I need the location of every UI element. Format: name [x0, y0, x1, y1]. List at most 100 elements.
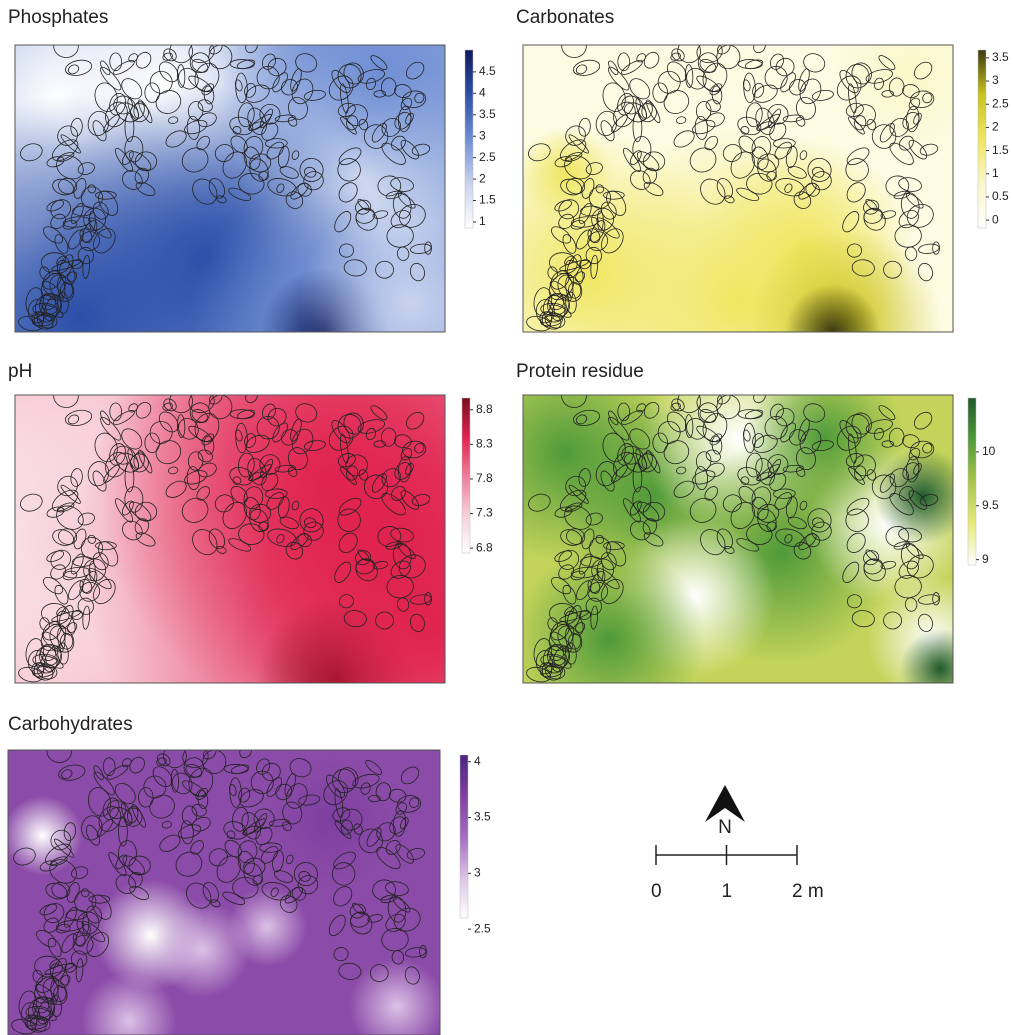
stone-outline	[53, 838, 75, 858]
stone-outline	[88, 210, 96, 231]
stone-outline	[208, 848, 228, 867]
stone-outline	[885, 526, 910, 547]
stone-outline	[402, 440, 427, 459]
stone-outline	[261, 403, 276, 420]
stone-outline	[64, 59, 93, 76]
stone-outline	[774, 141, 793, 160]
map-frame	[14, 394, 446, 684]
stone-outline	[128, 403, 138, 413]
stone-outline	[697, 52, 719, 74]
stone-outline	[641, 101, 653, 119]
stone-outline	[272, 72, 288, 93]
stone-outline	[245, 45, 258, 54]
stone-outline	[799, 150, 808, 160]
stone-outline	[918, 243, 940, 254]
stone-outline	[396, 597, 410, 612]
stone-outline	[279, 516, 299, 530]
stone-outline	[812, 166, 825, 178]
stone-outline	[287, 96, 308, 120]
stone-outline	[764, 65, 788, 90]
scale-bar: 0 1 2 m	[651, 845, 824, 902]
stone-outline	[846, 182, 866, 203]
stone-outline	[72, 931, 86, 947]
stone-outline	[807, 508, 832, 533]
stone-outline	[94, 432, 118, 463]
stone-outline	[767, 104, 789, 125]
stone-outline	[64, 409, 93, 426]
stone-outline	[878, 55, 896, 71]
colorbar-tick-label: 2.5	[992, 96, 1009, 110]
stone-outline	[58, 528, 78, 545]
stone-outline	[82, 254, 91, 279]
stone-outline	[854, 465, 867, 481]
north-label: N	[718, 817, 732, 838]
stone-outline	[595, 461, 618, 487]
stone-outline	[127, 98, 139, 120]
stone-outline	[87, 461, 110, 487]
stone-outline	[134, 151, 158, 172]
stone-outline	[129, 885, 150, 900]
stone-outline	[290, 533, 309, 550]
stone-outline	[365, 77, 377, 91]
stone-outline	[635, 98, 647, 120]
stone-outline	[85, 824, 100, 846]
stone-outline	[18, 666, 43, 683]
stone-outline	[118, 817, 128, 847]
stone-outline	[261, 472, 279, 492]
stone-outline	[265, 488, 288, 499]
stone-outline	[558, 199, 580, 220]
stone-outline	[100, 66, 122, 91]
stone-outline	[67, 64, 80, 75]
stone-outline	[196, 486, 211, 501]
stone-outline	[617, 92, 635, 116]
stone-outline	[550, 270, 570, 290]
heatmap-blob	[523, 126, 614, 223]
stone-outline	[570, 220, 586, 230]
stone-outline	[135, 51, 152, 69]
stone-outline	[244, 82, 257, 98]
stone-outline	[260, 846, 279, 864]
stone-outline	[303, 521, 324, 541]
stone-outline	[587, 581, 609, 602]
stone-outline	[898, 177, 922, 192]
stone-outline	[404, 947, 427, 958]
stone-outline	[56, 505, 84, 530]
stone-outline	[87, 110, 110, 137]
stone-outline	[297, 875, 319, 895]
stone-outline	[163, 48, 177, 62]
stone-outline	[203, 85, 215, 105]
stone-outline	[256, 758, 271, 775]
stone-outline	[11, 1019, 37, 1035]
stone-outline	[259, 104, 281, 125]
heatmap	[523, 395, 953, 683]
stone-outline	[842, 211, 860, 233]
stone-outline	[807, 157, 832, 182]
stone-outline	[775, 528, 805, 547]
stone-outline	[601, 228, 624, 254]
stone-outline	[908, 490, 928, 510]
stone-outline	[591, 558, 615, 582]
colorbar-tick-label: 9	[982, 552, 989, 566]
stone-outline	[391, 950, 405, 965]
stone-outline	[287, 447, 308, 471]
stone-outline	[178, 417, 199, 440]
stone-outline	[774, 492, 793, 510]
scale-bar-label: 2 m	[792, 881, 824, 902]
colorbar-tick-label: 7.8	[476, 471, 493, 485]
stone-outline	[528, 493, 551, 512]
north-arrow-icon	[705, 785, 745, 822]
stone-outline	[155, 90, 182, 114]
colorbar-tick-label: 9.5	[982, 498, 999, 512]
stone-outline	[295, 403, 318, 423]
stone-outline	[338, 243, 355, 258]
stone-outline	[400, 766, 420, 785]
stone-outline	[340, 433, 349, 464]
stone-outline	[372, 560, 389, 570]
stone-outline	[743, 422, 756, 454]
stone-outline	[124, 486, 144, 513]
stone-outline	[391, 486, 406, 501]
stone-outline	[98, 541, 119, 567]
stone-outline	[846, 497, 870, 516]
stone-outline	[595, 110, 618, 137]
stone-outline	[61, 769, 73, 780]
